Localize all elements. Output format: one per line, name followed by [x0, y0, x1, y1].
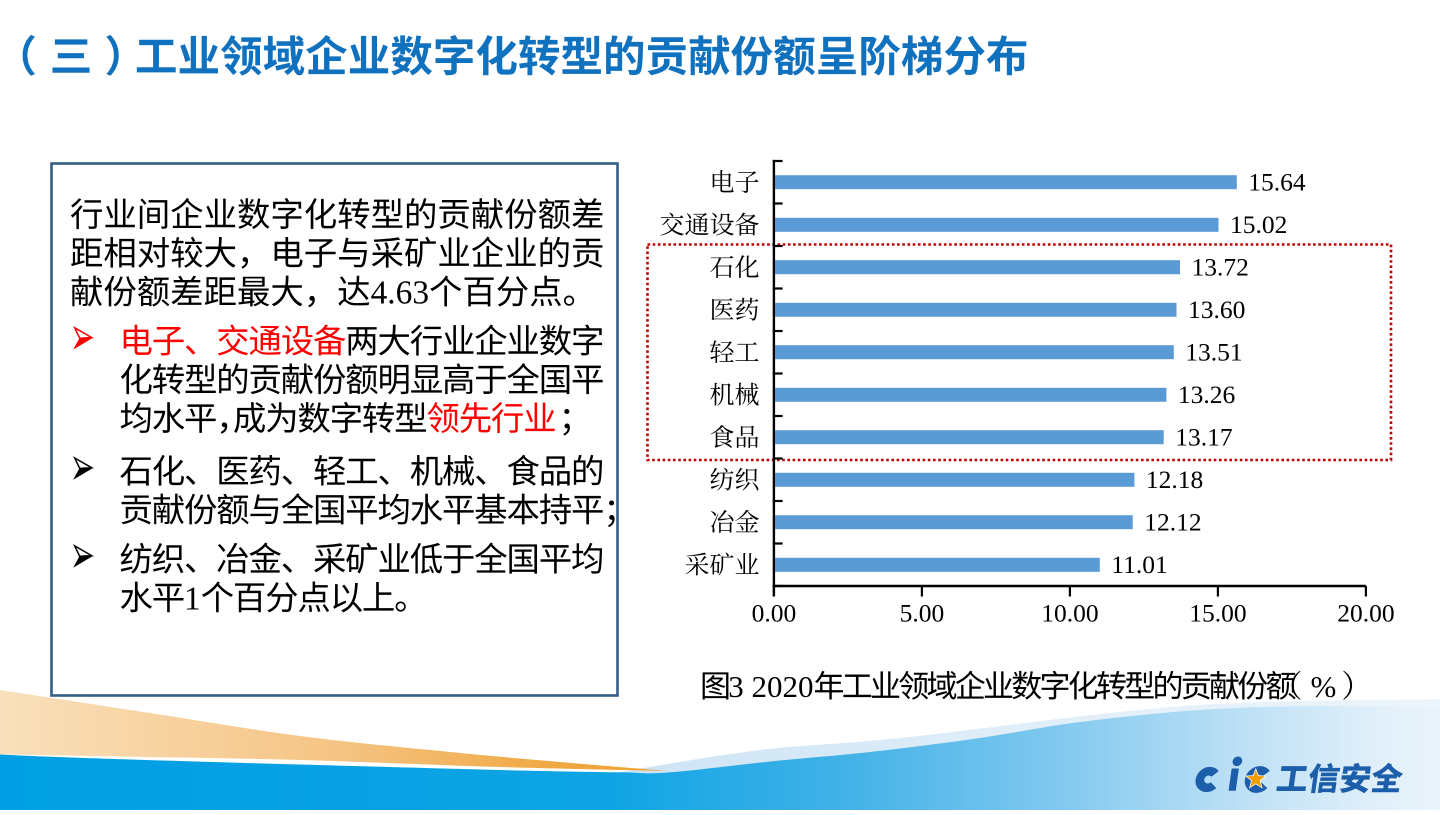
svg-text:12.12: 12.12: [1144, 508, 1201, 537]
svg-text:15.64: 15.64: [1248, 168, 1306, 197]
svg-text:10.00: 10.00: [1041, 599, 1098, 628]
svg-text:1: 1: [184, 581, 201, 618]
svg-text:3 2020: 3 2020: [728, 669, 813, 704]
svg-text:15.02: 15.02: [1230, 210, 1287, 239]
svg-text:0.00: 0.00: [752, 599, 797, 628]
svg-text:12.18: 12.18: [1146, 465, 1203, 494]
svg-text:11.01: 11.01: [1111, 550, 1167, 579]
svg-text:13.60: 13.60: [1188, 295, 1245, 324]
svg-text:13.51: 13.51: [1185, 338, 1242, 367]
svg-text:15.00: 15.00: [1189, 599, 1246, 628]
svg-text:%: %: [1311, 669, 1337, 704]
svg-text:20.00: 20.00: [1337, 599, 1394, 628]
svg-text:13.72: 13.72: [1192, 253, 1249, 282]
svg-text:4.63: 4.63: [371, 275, 429, 312]
svg-text:13.17: 13.17: [1175, 423, 1233, 452]
svg-text:13.26: 13.26: [1178, 380, 1235, 409]
svg-text:5.00: 5.00: [900, 599, 945, 628]
